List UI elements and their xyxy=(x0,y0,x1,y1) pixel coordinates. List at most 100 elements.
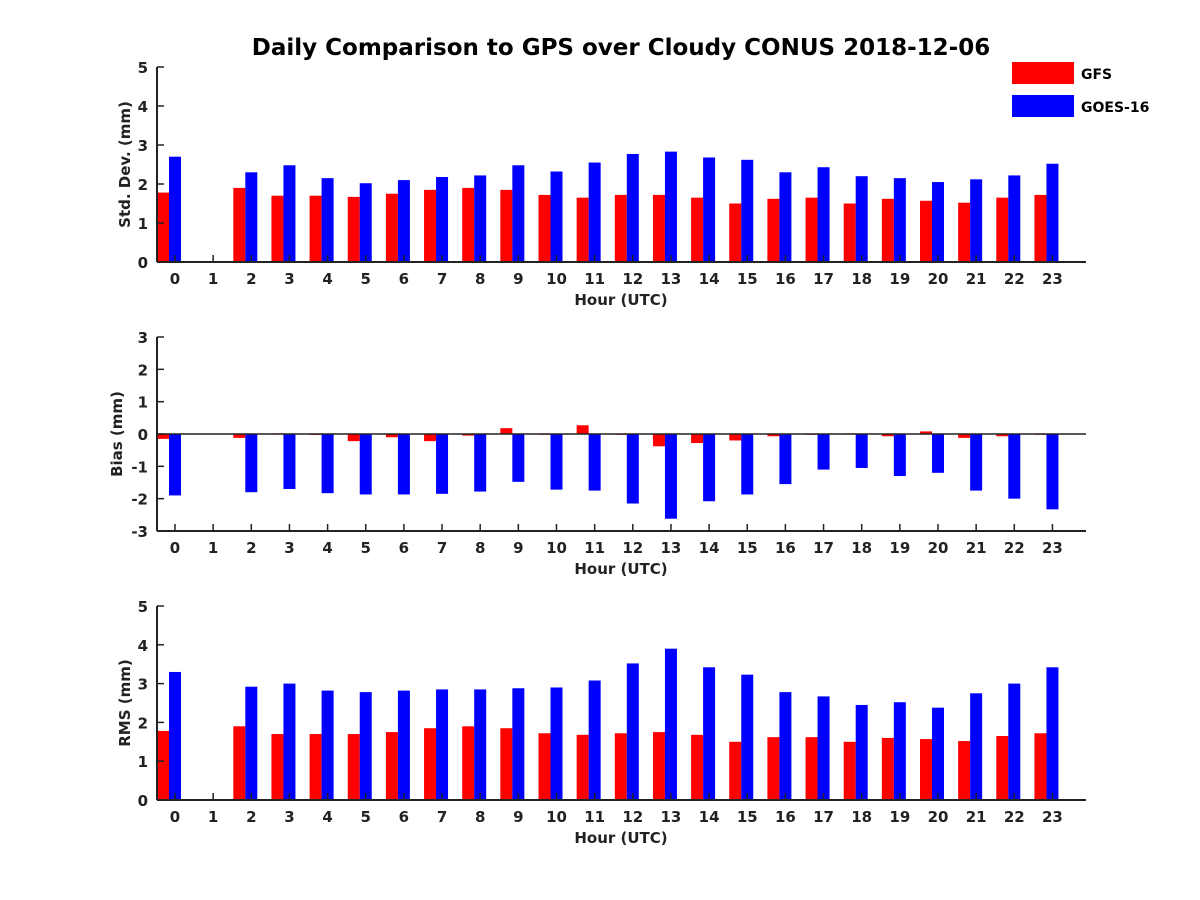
rms-x-tick-label: 6 xyxy=(399,808,409,826)
rms-x-tick-label: 15 xyxy=(737,808,758,826)
legend-label-goes16: GOES-16 xyxy=(1081,100,1149,116)
bias-y-tick-label: 2 xyxy=(138,361,148,379)
rms-x-axis-label: Hour (UTC) xyxy=(574,829,667,847)
std-dev-bar-gfs-15 xyxy=(729,203,742,262)
rms-bar-goes16-20 xyxy=(932,707,944,800)
std-dev-x-axis-label: Hour (UTC) xyxy=(574,291,667,309)
std-dev-bar-goes16-23 xyxy=(1046,163,1059,262)
rms-x-tick-label: 20 xyxy=(928,808,949,826)
bias-bar-gfs-8 xyxy=(462,434,475,436)
std-dev-bar-gfs-19 xyxy=(881,198,894,262)
bias-y-axis-label: Bias (mm) xyxy=(108,391,126,477)
bias-bar-goes16-3 xyxy=(283,434,296,489)
std-dev-bar-gfs-12 xyxy=(614,194,627,262)
bias-y-tick-label: -2 xyxy=(131,491,148,509)
std-dev-x-tick-label: 17 xyxy=(813,270,834,288)
bias-x-tick-label: 8 xyxy=(475,539,485,557)
rms-x-tick-label: 1 xyxy=(208,808,218,826)
std-dev-bar-goes16-16 xyxy=(779,172,792,262)
rms-bar-goes16-3 xyxy=(283,683,296,800)
bias-x-tick-label: 1 xyxy=(208,539,218,557)
bias-x-tick-label: 12 xyxy=(622,539,643,557)
bias-bar-goes16-21 xyxy=(970,434,983,491)
std-dev-bar-goes16-19 xyxy=(893,178,906,262)
rms-x-tick-label: 18 xyxy=(851,808,872,826)
rms-bar-goes16-10 xyxy=(550,687,563,800)
std-dev-bar-gfs-13 xyxy=(652,194,665,262)
std-dev-x-tick-label: 13 xyxy=(661,270,682,288)
rms-y-tick-label: 4 xyxy=(138,637,148,655)
rms-x-tick-label: 9 xyxy=(513,808,523,826)
std-dev-y-tick-label: 1 xyxy=(138,215,148,233)
std-dev-bar-goes16-7 xyxy=(436,176,449,262)
bias-bar-goes16-14 xyxy=(703,434,716,502)
bias-bar-gfs-11 xyxy=(576,425,589,434)
std-dev-x-tick-label: 19 xyxy=(889,270,910,288)
legend-label-gfs: GFS xyxy=(1081,67,1112,83)
std-dev-x-tick-label: 9 xyxy=(513,270,523,288)
rms-x-tick-label: 21 xyxy=(966,808,987,826)
rms-bar-gfs-5 xyxy=(347,734,360,800)
rms-bar-gfs-20 xyxy=(920,739,932,800)
bias-x-tick-label: 11 xyxy=(584,539,605,557)
bias-y-tick-label: 0 xyxy=(138,426,148,444)
std-dev-bar-gfs-8 xyxy=(462,187,475,262)
rms-bar-goes16-8 xyxy=(474,689,487,800)
bias-bar-gfs-15 xyxy=(729,434,742,441)
std-dev-bar-goes16-17 xyxy=(817,167,830,262)
rms-bar-gfs-14 xyxy=(691,734,704,800)
std-dev-x-tick-label: 6 xyxy=(399,270,409,288)
std-dev-bar-gfs-4 xyxy=(309,195,322,262)
rms-bar-gfs-18 xyxy=(843,741,856,800)
rms-bar-goes16-0 xyxy=(169,671,181,800)
std-dev-bar-goes16-10 xyxy=(550,171,563,262)
bias-bar-gfs-6 xyxy=(385,434,398,438)
bias-bar-goes16-13 xyxy=(664,434,677,519)
rms-bar-goes16-23 xyxy=(1046,667,1059,800)
bias-bar-gfs-5 xyxy=(347,434,360,442)
bias-bar-goes16-18 xyxy=(855,434,868,468)
bias-bar-gfs-16 xyxy=(767,434,780,437)
rms-x-tick-label: 13 xyxy=(661,808,682,826)
std-dev-bar-goes16-3 xyxy=(283,165,296,262)
std-dev-bar-goes16-18 xyxy=(855,176,868,262)
std-dev-bar-goes16-8 xyxy=(474,175,487,262)
std-dev-y-axis-label: Std. Dev. (mm) xyxy=(116,101,134,228)
bias-x-tick-label: 5 xyxy=(361,539,371,557)
bias-bar-goes16-6 xyxy=(397,434,410,495)
std-dev-x-tick-label: 0 xyxy=(170,270,180,288)
rms-bar-gfs-6 xyxy=(385,732,398,800)
rms-bar-gfs-3 xyxy=(271,734,284,800)
rms-bar-gfs-2 xyxy=(233,726,246,800)
rms-bar-goes16-22 xyxy=(1008,683,1021,800)
rms-x-tick-label: 16 xyxy=(775,808,796,826)
rms-bar-goes16-5 xyxy=(359,692,372,800)
rms-x-tick-label: 8 xyxy=(475,808,485,826)
bias-bar-gfs-21 xyxy=(958,434,971,438)
std-dev-x-tick-label: 23 xyxy=(1042,270,1063,288)
std-dev-x-tick-label: 11 xyxy=(584,270,605,288)
std-dev-bar-gfs-23 xyxy=(1034,194,1047,262)
bias-x-tick-label: 6 xyxy=(399,539,409,557)
rms-bar-goes16-18 xyxy=(855,704,868,800)
rms-bar-gfs-13 xyxy=(652,732,665,800)
bias-bar-goes16-22 xyxy=(1008,434,1021,499)
std-dev-x-tick-label: 3 xyxy=(284,270,294,288)
rms-x-tick-label: 10 xyxy=(546,808,567,826)
std-dev-bar-gfs-21 xyxy=(958,202,971,262)
rms-bar-gfs-8 xyxy=(462,726,475,800)
std-dev-y-tick-label: 5 xyxy=(138,59,148,77)
std-dev-x-tick-label: 21 xyxy=(966,270,987,288)
std-dev-bar-goes16-20 xyxy=(932,182,944,262)
std-dev-bar-gfs-11 xyxy=(576,197,589,262)
std-dev-bar-goes16-5 xyxy=(359,183,372,262)
bias-bar-gfs-0 xyxy=(157,434,169,439)
std-dev-y-tick-label: 3 xyxy=(138,137,148,155)
std-dev-bar-goes16-6 xyxy=(397,180,410,262)
bias-x-tick-label: 18 xyxy=(851,539,872,557)
std-dev-x-tick-label: 7 xyxy=(437,270,447,288)
rms-bar-gfs-10 xyxy=(538,733,551,800)
rms-bar-gfs-12 xyxy=(614,733,627,800)
rms-bar-goes16-15 xyxy=(741,674,754,800)
std-dev-x-tick-label: 8 xyxy=(475,270,485,288)
